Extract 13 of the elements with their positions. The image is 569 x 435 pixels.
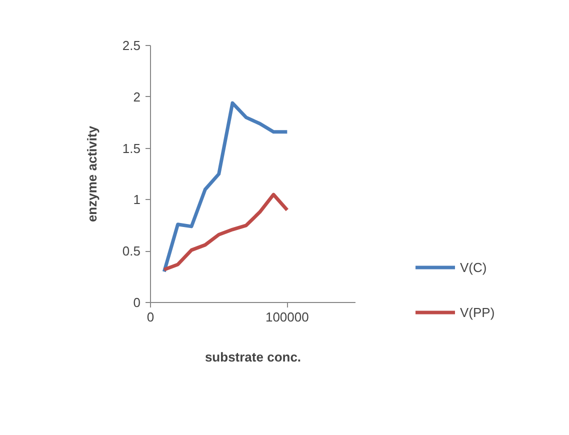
y-tick-label: 2.5: [122, 38, 141, 53]
x-axis-title: substrate conc.: [204, 350, 302, 364]
y-tick-label: 2: [133, 89, 141, 104]
legend-label: V(C): [460, 260, 487, 274]
line-series: [162, 101, 289, 274]
y-tick-label: 0: [133, 295, 141, 310]
y-tick-label: 1.5: [122, 140, 141, 156]
line-series: [162, 192, 289, 272]
x-tick-label: 100000: [265, 310, 309, 324]
y-tick-label: 1: [133, 192, 141, 208]
y-axis-title: enzyme activity: [84, 125, 100, 222]
y-tick-label: 0.5: [122, 244, 141, 259]
legend-label: V(PP): [460, 304, 495, 320]
